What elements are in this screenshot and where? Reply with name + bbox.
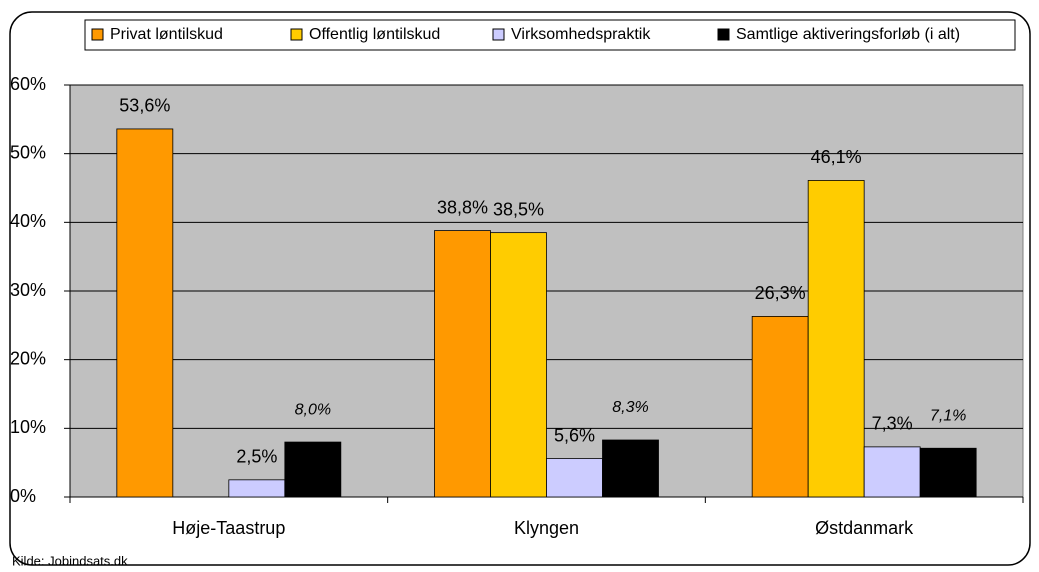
value-label: 2,5% [236,447,277,467]
y-tick-label: 50% [10,142,46,162]
value-label: 38,8% [437,197,488,217]
legend [84,19,1016,51]
value-label: 38,5% [493,199,544,219]
bar [116,128,174,498]
x-tick-label: Høje-Taastrup [172,518,285,538]
value-label: 7,3% [872,414,913,434]
bar [228,479,286,498]
x-tick-label: Østdanmark [815,518,914,538]
y-tick-label: 0% [10,486,36,506]
bar [490,232,547,498]
y-tick-label: 60% [10,74,46,94]
bar [434,230,491,498]
legend-swatch [717,28,730,41]
legend-label: Offentlig løntilskud [309,26,440,43]
bar [546,458,603,498]
value-label: 7,1% [930,407,966,424]
value-label: 8,3% [612,399,648,416]
legend-swatch [290,28,303,41]
bar [284,441,342,498]
bar [602,439,659,498]
legend-swatch [91,28,104,41]
legend-label: Virksomhedspraktik [511,26,651,43]
y-tick-label: 40% [10,211,46,231]
x-tick-label: Klyngen [514,518,579,538]
legend-label: Privat løntilskud [110,26,223,43]
value-label: 53,6% [119,96,170,116]
legend-swatch [492,28,505,41]
bar [863,446,921,498]
bar [751,316,809,498]
legend-label: Samtlige aktiveringsforløb (i alt) [736,26,960,43]
value-label: 26,3% [755,283,806,303]
value-label: 5,6% [554,425,595,445]
y-tick-label: 20% [10,348,46,368]
value-label: 46,1% [811,147,862,167]
y-tick-label: 30% [10,280,46,300]
y-tick-label: 10% [10,417,46,437]
bar [807,180,865,498]
source: Kilde: Jobindsats.dk [12,553,128,568]
bar [919,447,977,498]
value-label: 8,0% [295,401,331,418]
